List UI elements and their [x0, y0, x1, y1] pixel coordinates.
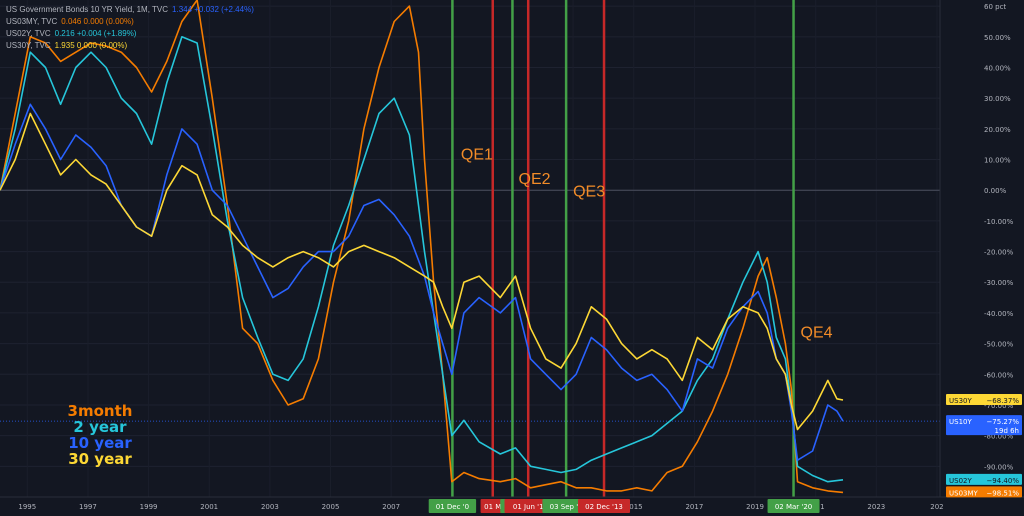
event-date-tag-text: 01 Jun '1 — [513, 503, 544, 511]
x-tick-label: 2003 — [261, 503, 279, 511]
event-date-tag[interactable]: 01 Jun '1 — [504, 499, 552, 513]
price-label-series: US03MY — [949, 489, 979, 497]
event-date-tag-text: 02 Dec '13 — [585, 503, 623, 511]
header-series-name: US30Y, TVC — [6, 41, 51, 50]
header-row-us03my[interactable]: US03MY, TVC 0.046 0.000 (0.00%) — [6, 17, 134, 26]
event-date-tag-text: 02 Mar '20 — [775, 503, 812, 511]
y-tick-label: -70.00% — [984, 402, 1014, 410]
price-label-value: −68.37% — [986, 397, 1019, 405]
event-date-tag[interactable]: 03 Sep '1 — [542, 499, 590, 513]
price-label-bg — [946, 486, 1022, 498]
qe-annotation: QE3 — [573, 183, 605, 200]
x-tick-label: 202 — [930, 503, 943, 511]
price-label-bg — [946, 393, 1022, 405]
event-date-tag-bg — [767, 499, 820, 513]
header-row-us10y[interactable]: US Government Bonds 10 YR Yield, 1M, TVC… — [6, 5, 254, 14]
x-tick-label: 2017 — [685, 503, 703, 511]
y-tick-label: 40.00% — [984, 64, 1011, 72]
header-series-name: US03MY, TVC — [6, 17, 58, 26]
header-series-values: 1.935 0.000 (0.00%) — [54, 41, 128, 50]
x-tick-label: 2007 — [382, 503, 400, 511]
price-label-us30y[interactable]: US30Y −68.37% — [946, 393, 1022, 405]
event-date-tag-text: 03 Sep '1 — [550, 503, 583, 511]
price-label-bg — [946, 473, 1022, 485]
x-tick-label: 1995 — [18, 503, 36, 511]
event-date-tag-text: 01 Dec '0 — [436, 503, 469, 511]
x-tick-label: 2015 — [625, 503, 643, 511]
y-tick-label: 0.00% — [984, 187, 1007, 195]
header-series-values: 1.344 +0.032 (+2.44%) — [172, 5, 254, 14]
y-axis-panel — [940, 0, 1024, 497]
price-label-us02y[interactable]: US02Y −94.40% — [946, 473, 1022, 485]
qe-annotation: QE2 — [519, 171, 551, 188]
header-series-name: US Government Bonds 10 YR Yield, 1M, TVC — [6, 5, 169, 14]
x-tick-label: 2023 — [867, 503, 885, 511]
price-label-series: US30Y — [949, 397, 972, 405]
y-tick-label: -90.00% — [984, 463, 1014, 471]
price-label-value: −75.27% — [986, 418, 1019, 426]
event-date-tag[interactable]: 02 Dec '13 — [578, 499, 631, 513]
price-label-bg — [946, 415, 1022, 436]
event-date-tag[interactable]: 01 Dec '0 — [428, 499, 477, 513]
price-label-value: −94.40% — [986, 477, 1019, 485]
header-series-name: US02Y, TVC — [6, 29, 51, 38]
legend-entry: 30 year — [68, 450, 132, 468]
y-tick-label: 30.00% — [984, 95, 1011, 103]
y-tick-label: -60.00% — [984, 371, 1014, 379]
y-tick-label: 20.00% — [984, 126, 1011, 134]
legend-entry: 2 year — [73, 418, 127, 436]
x-tick-label: 1999 — [140, 503, 158, 511]
price-label-us03my[interactable]: US03MY −98.51% — [946, 486, 1022, 498]
y-tick-label: -10.00% — [984, 218, 1014, 226]
legend-entry: 10 year — [68, 434, 132, 452]
x-tick-label: 1997 — [79, 503, 97, 511]
price-label-series: US10Y — [949, 418, 972, 426]
y-tick-label: 60 pct — [984, 3, 1006, 11]
event-date-tag-bg — [504, 499, 552, 513]
event-date-tag-text: 01 M — [484, 503, 501, 511]
event-date-tag-bg — [542, 499, 590, 513]
price-label-series: US02Y — [949, 477, 972, 485]
series-line-us30y — [0, 112, 844, 431]
y-tick-label: 10.00% — [984, 157, 1011, 165]
x-tick-label: 2019 — [746, 503, 764, 511]
y-tick-label: 50.00% — [984, 34, 1011, 42]
event-date-tag-bg — [428, 499, 477, 513]
header-series-values: 0.046 0.000 (0.00%) — [61, 17, 134, 26]
event-date-tag[interactable]: 01 M — [480, 499, 505, 513]
series-line-us02y — [0, 36, 844, 483]
header-row-us02y[interactable]: US02Y, TVC 0.216 +0.004 (+1.89%) — [6, 29, 136, 38]
price-label-countdown: 19d 6h — [995, 427, 1019, 435]
header-row-us30y[interactable]: US30Y, TVC 1.935 0.000 (0.00%) — [6, 41, 127, 50]
header-series-values: 0.216 +0.004 (+1.89%) — [54, 29, 137, 38]
legend-entry: 3month — [68, 402, 133, 420]
event-date-tag-bg — [480, 499, 505, 513]
price-label-us10y[interactable]: US10Y −75.27%19d 6h — [946, 415, 1022, 436]
y-tick-label: -20.00% — [984, 249, 1014, 257]
x-tick-label: 2005 — [322, 503, 340, 511]
y-tick-label: -30.00% — [984, 279, 1014, 287]
price-label-value: −98.51% — [986, 489, 1019, 497]
x-tick-label: 2001 — [200, 503, 218, 511]
event-date-tag-bg — [578, 499, 631, 513]
y-tick-label: -40.00% — [984, 310, 1014, 318]
qe-annotation: QE4 — [801, 324, 833, 341]
y-tick-label: -50.00% — [984, 341, 1014, 349]
y-tick-label: -80.00% — [984, 433, 1014, 441]
event-date-tag[interactable]: 02 Mar '20 — [767, 499, 820, 513]
qe-annotation: QE1 — [461, 147, 493, 164]
